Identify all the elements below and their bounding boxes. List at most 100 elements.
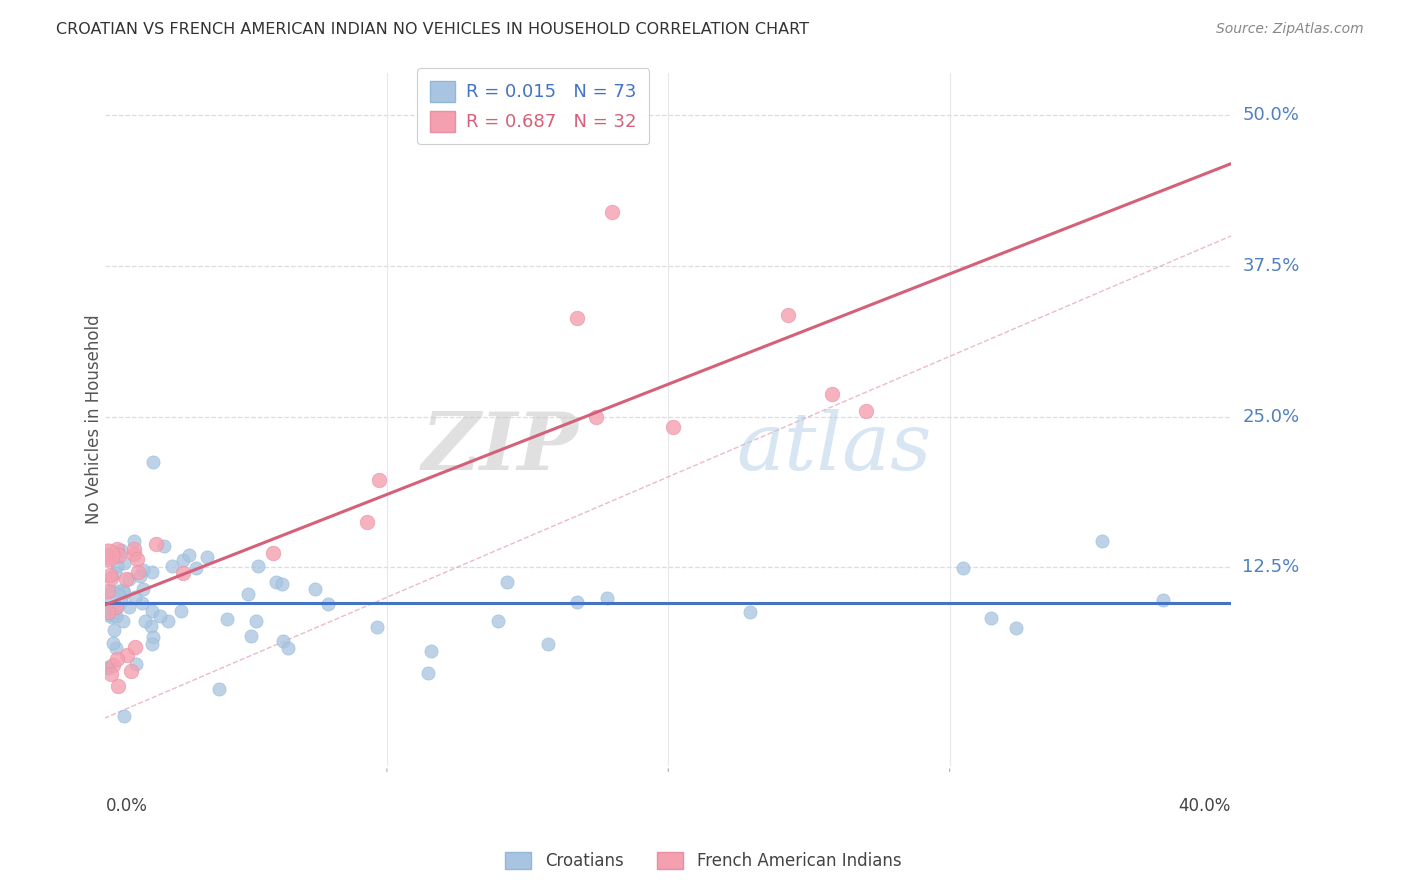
Point xyxy=(111,614,134,628)
Point xyxy=(118,573,141,587)
Point xyxy=(141,604,163,618)
Point xyxy=(170,604,193,618)
Point xyxy=(98,567,121,582)
Point xyxy=(97,549,120,564)
Point xyxy=(103,624,125,638)
Point xyxy=(149,609,172,624)
Point xyxy=(367,473,389,487)
Text: atlas: atlas xyxy=(735,409,931,486)
Point xyxy=(142,455,165,469)
Point xyxy=(156,614,179,628)
Point xyxy=(131,582,153,597)
Point xyxy=(104,640,127,655)
Text: 0.0%: 0.0% xyxy=(105,797,148,814)
Point xyxy=(122,533,145,548)
Point xyxy=(97,548,120,562)
Point xyxy=(105,652,128,666)
Point xyxy=(277,641,299,656)
Point xyxy=(740,605,762,619)
Point xyxy=(114,572,136,586)
Point xyxy=(129,568,152,582)
Text: 37.5%: 37.5% xyxy=(1243,257,1299,275)
Point xyxy=(97,583,120,598)
Text: 40.0%: 40.0% xyxy=(1178,797,1232,814)
Point xyxy=(107,679,129,693)
Point xyxy=(107,584,129,599)
Point xyxy=(100,667,122,681)
Point xyxy=(97,660,120,674)
Point xyxy=(661,419,683,434)
Text: ZIP: ZIP xyxy=(422,409,578,486)
Point xyxy=(262,546,284,560)
Point xyxy=(419,644,441,658)
Point xyxy=(172,566,194,580)
Point xyxy=(245,615,267,629)
Point xyxy=(105,542,128,557)
Point xyxy=(855,403,877,417)
Point xyxy=(141,637,163,651)
Point xyxy=(980,611,1002,625)
Point xyxy=(103,592,125,607)
Legend: Croatians, French American Indians: Croatians, French American Indians xyxy=(498,845,908,877)
Point xyxy=(112,556,135,570)
Point xyxy=(125,657,148,671)
Point xyxy=(103,606,125,620)
Point xyxy=(952,561,974,575)
Point xyxy=(184,561,207,575)
Point xyxy=(112,586,135,600)
Point xyxy=(160,559,183,574)
Point xyxy=(240,629,263,643)
Point xyxy=(131,596,153,610)
Point xyxy=(127,566,149,580)
Legend: R = 0.015   N = 73, R = 0.687   N = 32: R = 0.015 N = 73, R = 0.687 N = 32 xyxy=(418,69,650,145)
Point xyxy=(97,606,120,620)
Text: Source: ZipAtlas.com: Source: ZipAtlas.com xyxy=(1216,22,1364,37)
Point xyxy=(537,637,560,651)
Point xyxy=(124,590,146,604)
Text: 50.0%: 50.0% xyxy=(1243,106,1299,124)
Y-axis label: No Vehicles in Household: No Vehicles in Household xyxy=(86,315,103,524)
Point xyxy=(356,515,378,529)
Point xyxy=(1152,592,1174,607)
Point xyxy=(208,681,231,696)
Point xyxy=(585,409,607,424)
Point xyxy=(104,566,127,580)
Point xyxy=(139,619,162,633)
Point xyxy=(141,565,163,579)
Point xyxy=(97,607,120,622)
Point xyxy=(600,204,623,219)
Point xyxy=(108,549,131,563)
Point xyxy=(104,600,127,615)
Point xyxy=(418,666,440,681)
Point xyxy=(132,563,155,577)
Point xyxy=(101,657,124,672)
Point xyxy=(127,552,149,566)
Point xyxy=(264,575,287,590)
Text: CROATIAN VS FRENCH AMERICAN INDIAN NO VEHICLES IN HOUSEHOLD CORRELATION CHART: CROATIAN VS FRENCH AMERICAN INDIAN NO VE… xyxy=(56,22,810,37)
Point xyxy=(821,387,844,401)
Point xyxy=(153,539,176,553)
Point xyxy=(112,709,135,723)
Point xyxy=(115,648,138,663)
Point xyxy=(124,640,146,654)
Point xyxy=(100,572,122,586)
Point xyxy=(366,620,388,634)
Point xyxy=(101,636,124,650)
Text: 12.5%: 12.5% xyxy=(1243,558,1299,576)
Point xyxy=(97,547,120,561)
Point xyxy=(97,660,120,674)
Point xyxy=(105,558,128,573)
Point xyxy=(486,614,509,628)
Point xyxy=(567,595,589,609)
Point xyxy=(271,634,294,648)
Point xyxy=(271,577,294,591)
Point xyxy=(104,609,127,624)
Point xyxy=(145,537,167,551)
Point xyxy=(318,597,340,611)
Point xyxy=(101,610,124,624)
Point xyxy=(134,614,156,628)
Text: 25.0%: 25.0% xyxy=(1243,408,1299,425)
Point xyxy=(215,612,238,626)
Point xyxy=(172,553,194,567)
Point xyxy=(110,543,132,558)
